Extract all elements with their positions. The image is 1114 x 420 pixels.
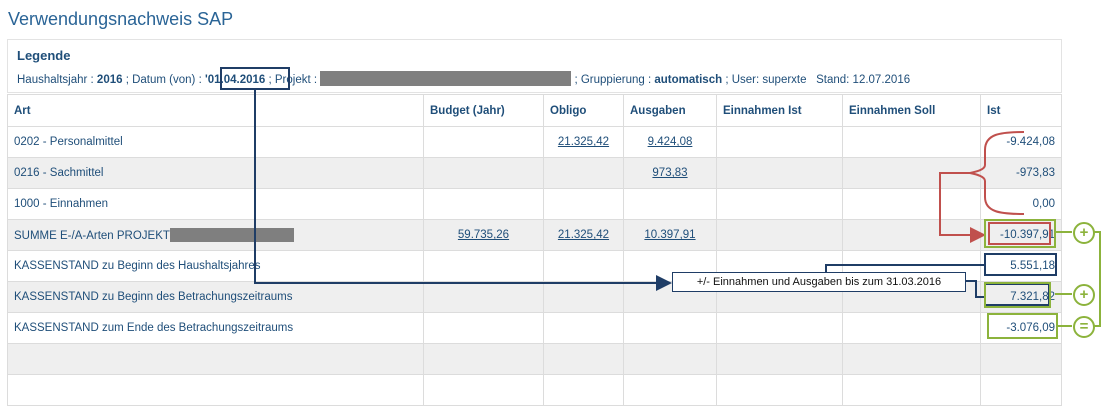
- cell-obligo[interactable]: 21.325,42: [543, 126, 624, 158]
- cell-einnahmen-ist: [716, 126, 843, 158]
- haushaltsjahr-label: Haushaltsjahr :: [17, 74, 94, 86]
- kassenstand-green-box: [984, 282, 1051, 308]
- date-connector-arrow: [254, 89, 672, 291]
- plus-circle-icon: +: [1073, 284, 1095, 306]
- cell-obligo: [543, 157, 624, 189]
- usage-table: Art Budget (Jahr) Obligo Ausgaben Einnah…: [7, 94, 1062, 406]
- table-row: KASSENSTAND zu Beginn des Betrachungszei…: [7, 281, 1062, 313]
- page-title: Verwendungsnachweis SAP: [8, 9, 234, 29]
- cell-ausgaben[interactable]: 973,83: [623, 157, 717, 189]
- obligo-link[interactable]: 21.325,42: [557, 136, 610, 148]
- green-connector: [1055, 231, 1101, 327]
- summe-ist-green-box: [984, 219, 1056, 248]
- redacted-project-name: [320, 71, 572, 86]
- table-row: 0216 - Sachmittel 973,83 -973,83: [7, 157, 1062, 189]
- projekt-label: ; Projekt :: [268, 74, 318, 86]
- legend-box: Legende Haushaltsjahr : 2016 ; Datum (vo…: [7, 39, 1062, 93]
- cell-budget[interactable]: 59.735,26: [423, 219, 544, 251]
- column-header-einnahmen-soll: Einnahmen Soll: [842, 94, 981, 127]
- gruppierung-value: automatisch: [654, 74, 723, 86]
- datum-label: ; Datum (von) :: [125, 74, 202, 86]
- column-header-art: Art: [7, 94, 424, 127]
- date-callout-label: +/- Einnahmen und Ausgaben bis zum 31.03…: [672, 272, 966, 292]
- cell-einnahmen-ist: [716, 157, 843, 189]
- cell-art: KASSENSTAND zu Beginn des Haushaltsjahre…: [7, 250, 424, 282]
- haushaltsjahr-value: 2016: [96, 74, 123, 86]
- cell-obligo[interactable]: 21.325,42: [543, 219, 624, 251]
- red-brace: [969, 131, 1025, 215]
- budget-link[interactable]: 59.735,26: [457, 229, 510, 241]
- table-row-empty: [7, 374, 1062, 406]
- callout-bracket: [825, 264, 985, 298]
- ausgaben-link[interactable]: 10.397,91: [644, 229, 696, 241]
- cell-obligo: [543, 312, 624, 344]
- column-header-obligo: Obligo: [543, 94, 624, 127]
- redacted-project-name: [169, 228, 294, 242]
- ausgaben-link[interactable]: 9.424,08: [647, 136, 693, 148]
- cell-budget: [423, 312, 544, 344]
- cell-art: KASSENSTAND zum Ende des Betrachungszeit…: [7, 312, 424, 344]
- column-header-budget: Budget (Jahr): [423, 94, 544, 127]
- cell-budget: [423, 126, 544, 158]
- table-row-empty: [7, 343, 1062, 375]
- cell-art: SUMME E-/A-Arten PROJEKT: [7, 219, 424, 251]
- cell-ist: 0,00: [980, 188, 1062, 220]
- ausgaben-link[interactable]: 973,83: [652, 167, 688, 179]
- table-row: SUMME E-/A-Arten PROJEKT 59.735,26 21.32…: [7, 219, 1062, 251]
- equals-circle-icon: =: [1073, 316, 1095, 338]
- date-highlight-box: [220, 67, 290, 90]
- kassenstand-end-green-box: [987, 313, 1058, 339]
- cell-einnahmen-soll: [842, 126, 981, 158]
- red-sum-arrow: [939, 172, 986, 243]
- table-header-row: Art Budget (Jahr) Obligo Ausgaben Einnah…: [7, 94, 1062, 127]
- column-header-ist: Ist: [980, 94, 1062, 127]
- table-row: KASSENSTAND zu Beginn des Haushaltsjahre…: [7, 250, 1062, 282]
- cell-art: 0216 - Sachmittel: [7, 157, 424, 189]
- cell-art: 1000 - Einnahmen: [7, 188, 424, 220]
- cell-obligo: [543, 250, 624, 282]
- column-header-ausgaben: Ausgaben: [623, 94, 717, 127]
- table-row: KASSENSTAND zum Ende des Betrachungszeit…: [7, 312, 1062, 344]
- plus-circle-icon: +: [1073, 222, 1095, 244]
- summe-ist-red-box: [988, 222, 1051, 245]
- cell-einnahmen-ist: [716, 188, 843, 220]
- cell-einnahmen-soll: [842, 219, 981, 251]
- user-text: ; User: superxte: [725, 74, 807, 86]
- legend-heading: Legende: [17, 48, 71, 63]
- cell-budget: [423, 157, 544, 189]
- cell-obligo: [543, 281, 624, 313]
- stand-text: Stand: 12.07.2016: [816, 74, 911, 86]
- summe-label: SUMME E-/A-Arten PROJEKT: [14, 230, 170, 242]
- kassenstand-start-period-box: [984, 283, 1050, 306]
- kassenstand-start-year-box: [984, 253, 1057, 276]
- cell-einnahmen-soll: [842, 312, 981, 344]
- obligo-link[interactable]: 21.325,42: [557, 229, 610, 241]
- cell-obligo: [543, 188, 624, 220]
- gruppierung-label: ; Gruppierung :: [574, 74, 652, 86]
